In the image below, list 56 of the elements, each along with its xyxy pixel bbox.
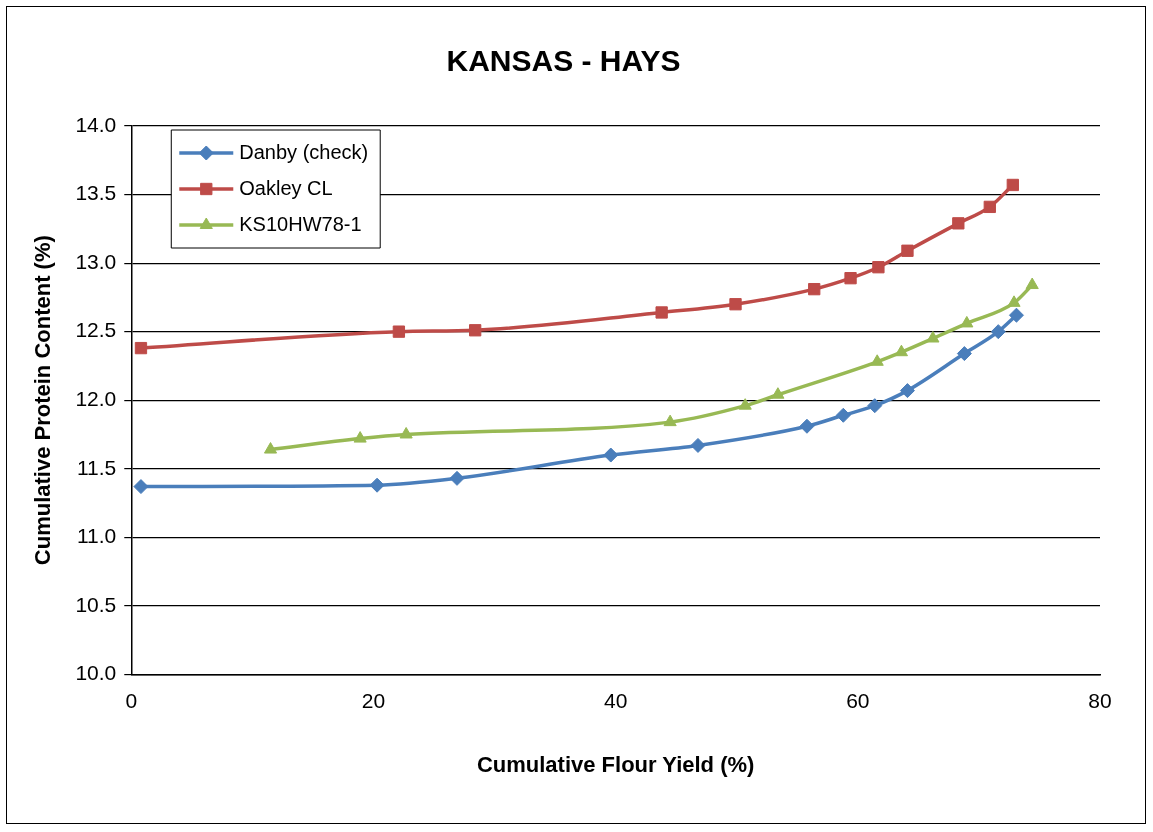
point	[867, 398, 883, 414]
point	[133, 479, 149, 495]
point	[835, 407, 851, 423]
point	[690, 437, 706, 453]
point	[990, 324, 1006, 340]
legend-label: KS10HW78-1	[239, 212, 362, 235]
point	[369, 477, 385, 493]
y-tick-label: 12.5	[75, 318, 117, 342]
point	[353, 431, 367, 443]
y-tick-label: 13.5	[75, 181, 117, 205]
point	[983, 200, 996, 214]
point	[663, 414, 677, 427]
y-tick-label: 13.0	[75, 249, 117, 273]
point	[1006, 178, 1019, 192]
point	[449, 470, 465, 486]
point	[960, 315, 974, 328]
point	[872, 261, 885, 274]
point	[799, 418, 815, 434]
point	[603, 447, 619, 463]
point	[901, 244, 914, 257]
point	[1008, 307, 1024, 323]
y-tick-label: 10.5	[75, 592, 117, 616]
point	[263, 442, 278, 454]
point	[808, 282, 821, 296]
x-tick-label: 20	[361, 688, 386, 712]
y-tick-label: 14.0	[75, 112, 117, 136]
x-tick-label: 60	[846, 688, 870, 712]
legend-label: Danby (check)	[239, 140, 369, 163]
point	[899, 383, 915, 399]
point	[926, 331, 940, 343]
point	[655, 306, 668, 319]
point	[952, 217, 965, 230]
point	[469, 324, 482, 337]
point	[894, 344, 908, 357]
x-tick-label: 80	[1088, 688, 1112, 712]
point	[870, 354, 884, 366]
x-axis-title: Cumulative Flour Yield (%)	[476, 751, 755, 777]
point	[729, 298, 742, 311]
y-tick-label: 11.5	[76, 455, 117, 479]
x-tick-label: 40	[603, 688, 628, 712]
y-tick-label: 11.0	[76, 524, 117, 548]
point	[134, 341, 148, 355]
y-tick-label: 10.0	[75, 661, 117, 685]
point	[1025, 277, 1039, 290]
y-axis-title: Cumulative Protein Content (%)	[30, 235, 56, 566]
point	[956, 346, 972, 362]
legend-label: Oakley CL	[239, 176, 333, 199]
point	[771, 387, 785, 399]
chart-title: KANSAS - HAYS	[446, 44, 681, 78]
point	[1007, 295, 1021, 307]
point	[392, 325, 406, 338]
point	[738, 398, 752, 410]
y-tick-label: 12.0	[75, 387, 117, 410]
point	[399, 426, 413, 439]
x-tick-label: 0	[125, 688, 138, 712]
point	[844, 272, 857, 285]
